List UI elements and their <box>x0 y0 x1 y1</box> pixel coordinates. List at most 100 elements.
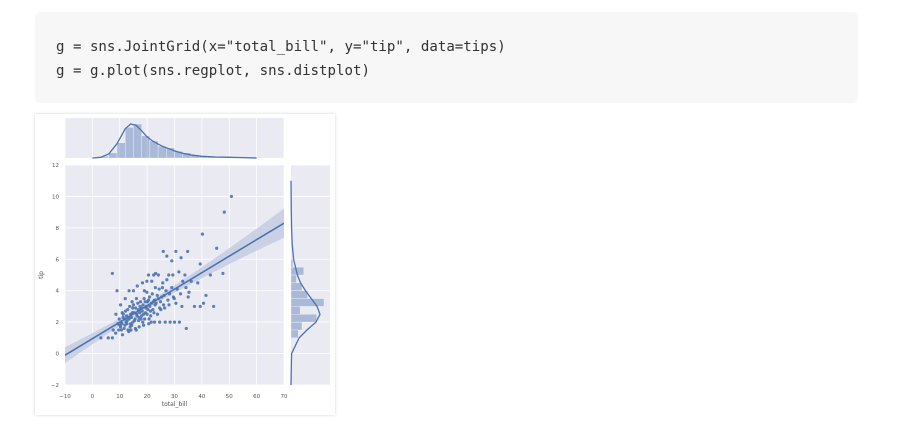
main-scatter-panel <box>64 164 285 386</box>
scatter-point <box>151 307 155 312</box>
scatter-point <box>117 328 121 332</box>
x-tick-label: −10 <box>59 394 71 400</box>
scatter-point <box>157 287 161 291</box>
scatter-point <box>167 273 171 277</box>
x-tick-label: 0 <box>91 394 95 400</box>
scatter-point <box>128 304 132 309</box>
scatter-point <box>152 273 156 277</box>
scatter-point <box>166 298 170 302</box>
scatter-point <box>119 328 123 332</box>
scatter-point <box>201 301 206 305</box>
scatter-point <box>165 278 169 282</box>
top-histogram-bar <box>125 127 134 159</box>
scatter-point <box>155 312 160 316</box>
y-axis-label: tip <box>38 271 45 279</box>
scatter-point <box>161 249 165 254</box>
y-tick-label: 0 <box>56 352 60 358</box>
scatter-point <box>130 300 134 304</box>
joint-plot-svg: −10 0 10 20 30 40 50 60 70 −2 0 2 4 6 8 10 12 total_bill t… <box>38 118 330 408</box>
scatter-point <box>159 307 163 312</box>
scatter-point <box>120 322 124 326</box>
scatter-point <box>179 256 183 260</box>
scatter-point <box>177 270 181 274</box>
x-tick-label: 10 <box>116 394 123 400</box>
scatter-point <box>140 281 145 285</box>
scatter-point <box>115 289 119 293</box>
scatter-point <box>122 326 126 331</box>
y-tick-label: 2 <box>56 320 60 326</box>
scatter-point <box>187 290 191 294</box>
right-histogram-bar <box>290 298 325 307</box>
scatter-point <box>99 336 103 340</box>
scatter-point <box>156 273 160 277</box>
scatter-point <box>221 271 225 276</box>
x-tick-label: 70 <box>281 394 288 400</box>
scatter-point <box>198 262 202 266</box>
scatter-point <box>133 317 137 321</box>
scatter-point <box>229 194 234 199</box>
scatter-point <box>177 320 182 324</box>
scatter-point <box>152 311 156 315</box>
y-tick-label: −2 <box>51 383 59 389</box>
scatter-point <box>142 289 146 293</box>
right-histogram-bar <box>290 329 299 339</box>
scatter-point <box>147 317 151 321</box>
top-kde-curve <box>92 123 257 159</box>
scatter-point <box>178 292 183 296</box>
scatter-point <box>117 317 121 321</box>
scatter-point <box>147 322 151 326</box>
scatter-point <box>137 325 141 329</box>
scatter-point <box>147 295 152 299</box>
regression-line <box>65 222 284 356</box>
scatter-point <box>181 279 185 283</box>
x-axis-label: total_bill <box>162 401 188 408</box>
scatter-point <box>183 273 187 277</box>
scatter-point <box>110 336 114 340</box>
scatter-point <box>123 309 128 313</box>
scatter-point <box>118 325 123 329</box>
scatter-point <box>140 314 144 318</box>
scatter-point <box>167 303 171 307</box>
top-histogram-bar <box>116 142 126 159</box>
x-tick-label: 60 <box>253 394 260 400</box>
scatter-point <box>129 328 133 332</box>
scatter-point <box>148 304 152 309</box>
scatter-point <box>174 249 178 254</box>
top-histogram-bar <box>133 123 142 159</box>
scatter-point <box>200 232 205 236</box>
scatter-point <box>120 333 125 337</box>
top-marginal-panel <box>64 118 285 159</box>
x-tick-label: 50 <box>226 394 233 400</box>
scatter-point <box>192 304 197 309</box>
axes-labels: −10 0 10 20 30 40 50 60 70 −2 0 2 4 6 8 10 12 total_bill t… <box>38 163 288 408</box>
scatter-point <box>120 311 124 315</box>
scatter-point <box>184 285 188 290</box>
scatter-point <box>138 300 143 304</box>
scatter-point <box>123 296 127 301</box>
scatter-point <box>172 320 177 324</box>
y-tick-label: 12 <box>52 163 59 169</box>
scatter-point <box>137 318 141 323</box>
scatter-point <box>152 320 157 324</box>
right-histogram-bar <box>290 306 301 315</box>
scatter-point <box>130 323 134 327</box>
scatter-point <box>136 301 140 305</box>
scatter-point <box>131 306 135 310</box>
scatter-point <box>161 303 166 307</box>
top-histogram-bar <box>141 135 151 159</box>
scatter-point <box>204 293 208 298</box>
scatter-point <box>138 311 142 315</box>
scatter-point <box>121 315 125 320</box>
y-tick-label: 4 <box>56 289 60 295</box>
right-histogram-bar <box>290 274 297 284</box>
scatter-point <box>141 320 145 324</box>
scatter-point <box>145 290 149 294</box>
scatter-point <box>140 309 144 313</box>
scatter-point <box>134 296 139 301</box>
scatter-point <box>141 323 146 327</box>
code-block: g = sns.JointGrid(x="total_bill", y="tip… <box>35 12 858 103</box>
scatter-point <box>142 296 146 301</box>
scatter-point <box>184 326 188 331</box>
right-histogram-bar <box>290 259 294 268</box>
y-tick-label: 8 <box>56 226 60 232</box>
